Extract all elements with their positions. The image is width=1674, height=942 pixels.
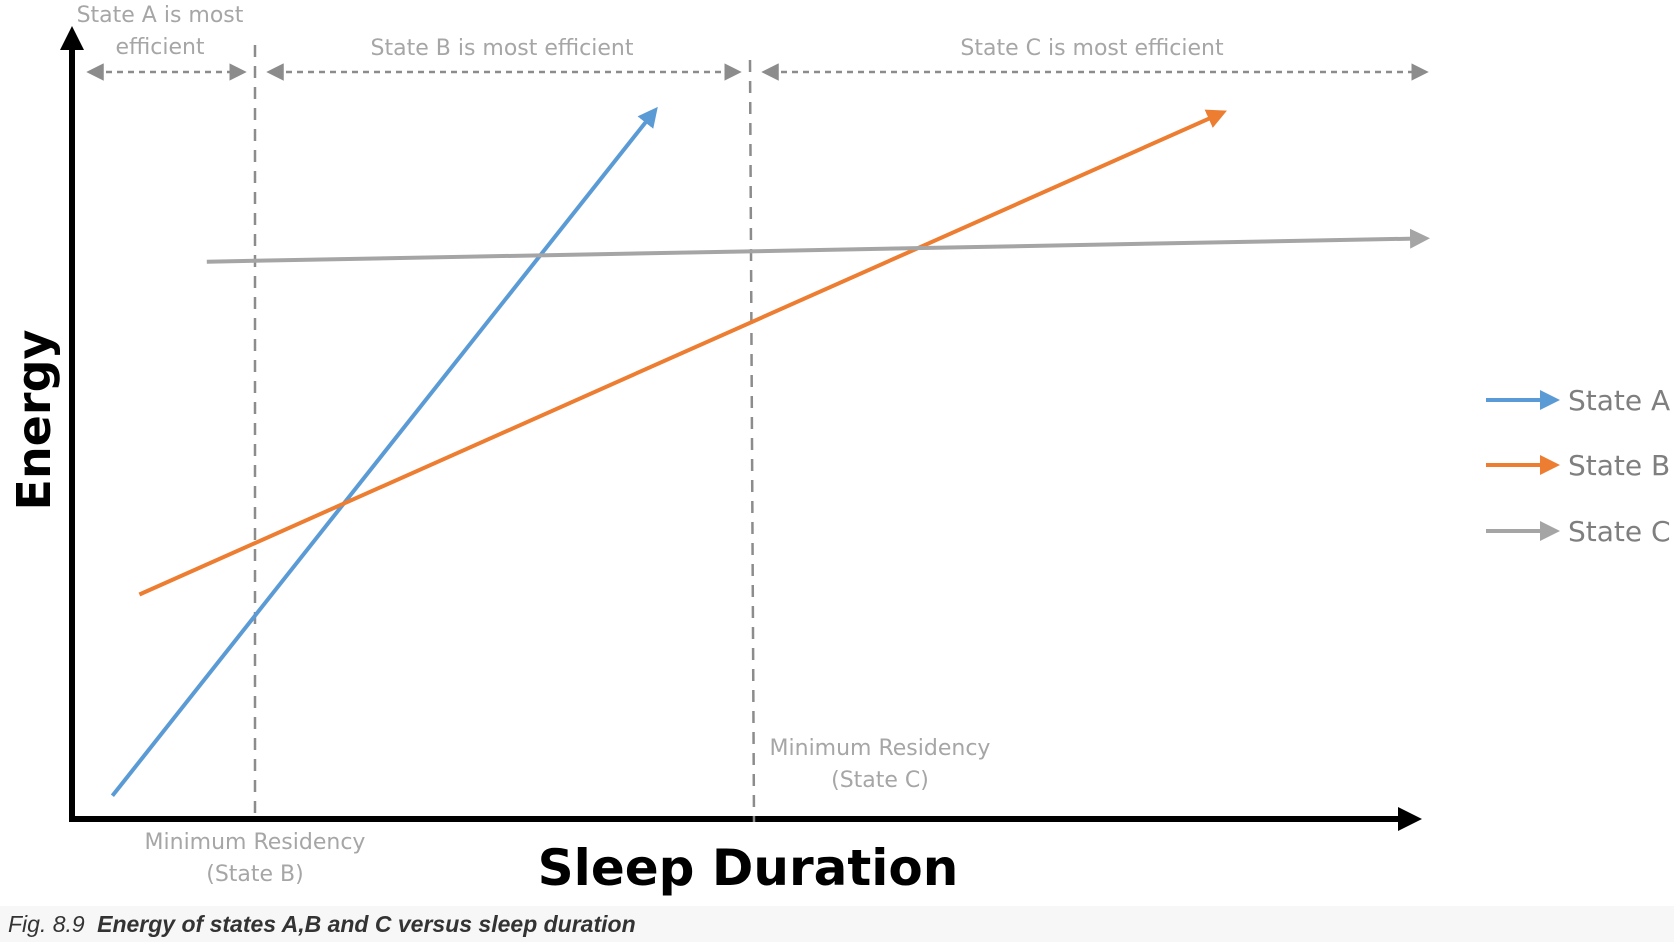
legend-label-state-a: State A bbox=[1568, 384, 1670, 417]
series-line-state-c bbox=[206, 228, 1430, 264]
energy-vs-sleep-duration-chart: State A is most efficient State B is mos… bbox=[7, 3, 1671, 897]
region-label-state-a-line2: efficient bbox=[115, 35, 204, 60]
figure-number: Fig. 8.9 bbox=[8, 911, 85, 937]
region-label-state-b: State B is most efficient bbox=[371, 36, 634, 61]
figure-caption: Fig. 8.9 Energy of states A,B and C vers… bbox=[8, 911, 636, 938]
series-line-state-a bbox=[110, 106, 658, 798]
legend-label-state-c: State C bbox=[1568, 515, 1671, 548]
legend: State A State B State C bbox=[1486, 384, 1671, 548]
min-residency-state-b-line2: (State B) bbox=[206, 862, 304, 887]
x-axis-title: Sleep Duration bbox=[538, 839, 959, 897]
region-label-state-c: State C is most efficient bbox=[960, 36, 1224, 61]
y-axis-title: Energy bbox=[7, 330, 61, 511]
min-residency-state-b-line1: Minimum Residency bbox=[145, 830, 366, 855]
series-line-state-b bbox=[138, 109, 1227, 597]
legend-label-state-b: State B bbox=[1568, 449, 1670, 482]
chart-container: State A is most efficient State B is mos… bbox=[7, 3, 1671, 897]
figure-caption-text: Energy of states A,B and C versus sleep … bbox=[97, 911, 636, 937]
min-residency-state-c-line2: (State C) bbox=[831, 768, 929, 793]
region-label-state-a-line1: State A is most bbox=[77, 3, 244, 28]
min-residency-state-c-line1: Minimum Residency bbox=[770, 736, 991, 761]
figure-caption-bar: Fig. 8.9 Energy of states A,B and C vers… bbox=[0, 906, 1674, 942]
marker-line-state-c bbox=[748, 59, 756, 823]
